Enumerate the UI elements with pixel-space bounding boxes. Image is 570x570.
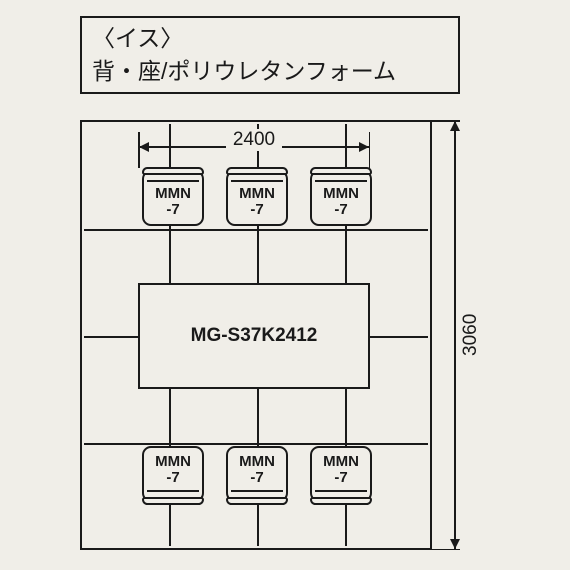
- chair-bottom: MMN -7: [226, 446, 288, 502]
- chair-back: [226, 167, 288, 175]
- chair-bottom: MMN -7: [142, 446, 204, 502]
- arrow-up-icon: [450, 121, 460, 131]
- chair-top: MMN -7: [142, 170, 204, 226]
- chair-inner-line: [231, 180, 283, 182]
- dim-width-value: 2400: [226, 129, 282, 151]
- grid-hline: [84, 229, 428, 231]
- arrow-right-icon: [359, 142, 369, 152]
- table: MG-S37K2412: [138, 283, 370, 389]
- chair-back: [310, 167, 372, 175]
- table-label: MG-S37K2412: [191, 325, 318, 347]
- header-spec-box: 〈イス〉 背・座/ポリウレタンフォーム: [80, 16, 460, 94]
- chair-back: [310, 497, 372, 505]
- header-line1: 〈イス〉: [92, 22, 448, 55]
- grid-hline: [84, 443, 428, 445]
- dim-height-value: 3060: [460, 307, 482, 363]
- chair-top: MMN -7: [226, 170, 288, 226]
- chair-top: MMN -7: [310, 170, 372, 226]
- arrow-down-icon: [450, 539, 460, 549]
- chair-label: MMN -7: [142, 454, 204, 486]
- chair-bottom: MMN -7: [310, 446, 372, 502]
- header-line2: 背・座/ポリウレタンフォーム: [92, 55, 448, 88]
- dim-line: [454, 120, 456, 550]
- chair-label: MMN -7: [310, 454, 372, 486]
- dimension-height: 3060: [438, 120, 470, 550]
- chair-inner-line: [315, 180, 367, 182]
- dimension-width: 2400: [138, 132, 370, 160]
- chair-back: [142, 167, 204, 175]
- chair-inner-line: [147, 180, 199, 182]
- chair-inner-line: [147, 490, 199, 492]
- chair-inner-line: [231, 490, 283, 492]
- chair-back: [226, 497, 288, 505]
- chair-label: MMN -7: [310, 186, 372, 218]
- chair-inner-line: [315, 490, 367, 492]
- arrow-left-icon: [139, 142, 149, 152]
- chair-back: [142, 497, 204, 505]
- chair-label: MMN -7: [142, 186, 204, 218]
- chair-label: MMN -7: [226, 454, 288, 486]
- chair-label: MMN -7: [226, 186, 288, 218]
- floor-plan: MMN -7 MMN -7 MMN -7 MG-S37K2412 MMN -7: [80, 120, 432, 550]
